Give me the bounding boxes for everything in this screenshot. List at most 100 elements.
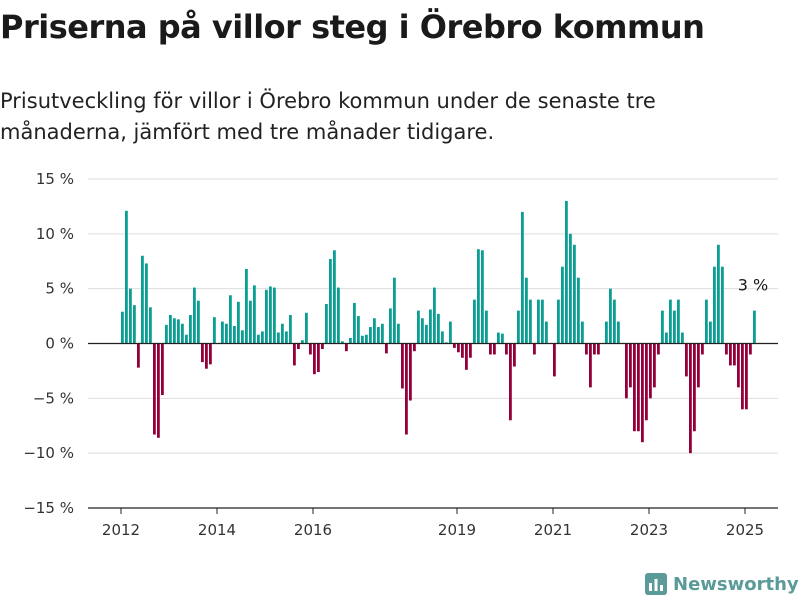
bar-positive: [133, 305, 136, 344]
bar-negative: [741, 343, 744, 410]
bar-positive: [481, 250, 484, 344]
bar-negative: [401, 343, 404, 389]
bar-positive: [193, 287, 196, 344]
bar-positive: [245, 268, 248, 344]
x-tick-label: 2021: [534, 521, 572, 539]
bar-positive: [301, 340, 304, 344]
bar-negative: [309, 343, 312, 355]
bar-negative: [489, 343, 492, 355]
bar-positive: [557, 299, 560, 344]
y-tick-label: 5 %: [45, 280, 74, 298]
bar-negative: [745, 343, 748, 410]
bar-positive: [665, 332, 668, 344]
brand-logo: Newsworthy: [645, 570, 799, 598]
bar-negative: [345, 343, 348, 352]
bar-positive: [717, 244, 720, 344]
bar-positive: [181, 323, 184, 344]
bar-positive: [197, 300, 200, 344]
bar-positive: [545, 321, 548, 344]
bar-negative: [693, 343, 696, 432]
bar-positive: [449, 321, 452, 344]
bar-positive: [129, 288, 132, 344]
bar-positive: [565, 200, 568, 344]
bar-negative: [585, 343, 588, 355]
bar-positive: [349, 338, 352, 344]
brand-name: Newsworthy: [673, 573, 799, 595]
bar-positive: [257, 334, 260, 344]
bar-negative: [641, 343, 644, 443]
bar-negative: [533, 343, 536, 355]
bar-positive: [213, 317, 216, 344]
bar-negative: [593, 343, 596, 355]
bar-chart: 15 %10 %5 %0 %−5 %−10 %−15 % 2012 2014 201…: [23, 170, 778, 539]
bar-negative: [657, 343, 660, 355]
bar-negative: [653, 343, 656, 388]
bar-positive: [265, 289, 268, 344]
bar-positive: [437, 313, 440, 344]
bar-positive: [577, 277, 580, 344]
bar-positive: [381, 323, 384, 344]
bar-positive: [389, 308, 392, 344]
bar-positive: [421, 318, 424, 344]
bar-positive: [397, 323, 400, 344]
bar-positive: [145, 263, 148, 344]
bar-positive: [429, 309, 432, 344]
bar-negative: [509, 343, 512, 421]
bar-positive: [477, 249, 480, 344]
bar-positive: [333, 250, 336, 344]
bar-negative: [297, 343, 300, 349]
bar-positive: [609, 288, 612, 344]
bar-positive: [681, 332, 684, 344]
bar-negative: [733, 343, 736, 366]
bar-negative: [645, 343, 648, 421]
bar-positive: [705, 299, 708, 344]
bar-positive: [177, 319, 180, 344]
bar-positive: [669, 299, 672, 344]
chart-title: Priserna på villor steg i Örebro kommun: [0, 8, 705, 46]
bar-positive: [573, 244, 576, 344]
bar-positive: [497, 332, 500, 344]
bar-positive: [581, 321, 584, 344]
bar-positive: [229, 295, 232, 344]
bar-positive: [433, 287, 436, 344]
bar-positive: [173, 318, 176, 344]
bar-negative: [649, 343, 652, 399]
bar-positive: [485, 310, 488, 344]
bar-positive: [613, 299, 616, 344]
bar-negative: [293, 343, 296, 366]
bar-negative: [689, 343, 692, 454]
y-tick-label: −10 %: [23, 444, 74, 462]
x-axis: 2012 2014 2016 2019 2021 2023 2025: [88, 507, 778, 539]
bar-positive: [329, 259, 332, 344]
bar-chart-logo-icon: [645, 573, 667, 595]
bar-positive: [529, 299, 532, 344]
bar-positive: [677, 299, 680, 344]
bar-positive: [121, 311, 124, 344]
bar-positive: [365, 334, 368, 344]
bar-positive: [661, 310, 664, 344]
bar-positive: [501, 333, 504, 344]
bar-positive: [377, 327, 380, 344]
y-tick-label: 15 %: [36, 170, 74, 188]
bar-negative: [317, 343, 320, 373]
bar-negative: [465, 343, 468, 370]
bar-negative: [589, 343, 592, 388]
chart-subtitle: Prisutveckling för villor i Örebro kommu…: [0, 89, 656, 144]
bar-positive: [249, 300, 252, 344]
bar-positive: [373, 318, 376, 344]
annotations: 3 %: [738, 276, 768, 295]
bar-negative: [153, 343, 156, 435]
bar-positive: [617, 321, 620, 344]
bar-positive: [561, 266, 564, 344]
bar-positive: [473, 299, 476, 344]
bar-positive: [325, 304, 328, 344]
y-tick-label: −15 %: [23, 499, 74, 517]
bar-negative: [161, 343, 164, 396]
bar-positive: [237, 301, 240, 344]
bar-negative: [405, 343, 408, 435]
last-value-label: 3 %: [738, 276, 768, 295]
y-tick-label: 10 %: [36, 225, 74, 243]
bar-positive: [273, 287, 276, 344]
bar-positive: [417, 310, 420, 344]
y-tick-label: −5 %: [33, 389, 74, 407]
